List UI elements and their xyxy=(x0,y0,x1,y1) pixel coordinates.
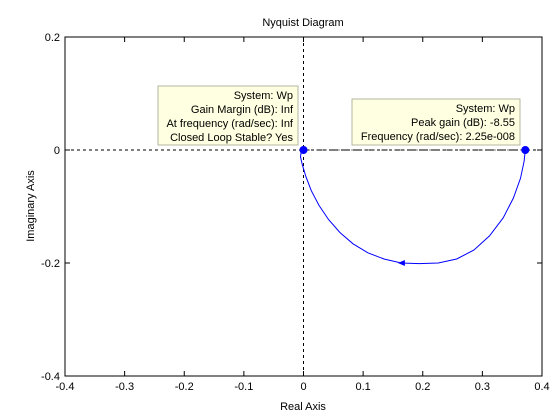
y-tick-label: -0.4 xyxy=(41,371,60,383)
x-tick-label: -0.2 xyxy=(175,381,194,393)
x-tick-label: 0.3 xyxy=(475,381,490,393)
peak-gain-point[interactable] xyxy=(521,146,530,154)
datatip-line: Gain Margin (dB): Inf xyxy=(191,104,294,116)
direction-arrow xyxy=(397,260,405,266)
x-tick-label: 0.1 xyxy=(355,381,370,393)
y-tick-label: 0 xyxy=(54,145,60,157)
datatip-line: Peak gain (dB): -8.55 xyxy=(411,117,515,129)
x-tick-label: -0.3 xyxy=(115,381,134,393)
y-tick-label: -0.2 xyxy=(41,258,60,270)
peak-gain-datatip[interactable]: System: Wp Peak gain (dB): -8.55 Frequen… xyxy=(351,98,521,146)
datatip-box xyxy=(351,98,521,146)
x-tick-label: 0 xyxy=(300,381,306,393)
chart-title: Nyquist Diagram xyxy=(262,17,343,29)
axis-ticks: -0.4 -0.3 -0.2 -0.1 0 0.1 0.2 0.3 0.4 -0.4 -0.2 0 0.… xyxy=(41,32,550,393)
datatip-box xyxy=(157,85,299,146)
x-tick-label: 0.2 xyxy=(415,381,430,393)
datatip-line: At frequency (rad/sec): Inf xyxy=(166,118,293,130)
datatip-line: System: Wp xyxy=(456,103,515,115)
gain-margin-point[interactable] xyxy=(299,146,308,154)
y-axis-label: Imaginary Axis xyxy=(25,170,37,242)
x-tick-label: -0.4 xyxy=(56,381,75,393)
x-axis-label: Real Axis xyxy=(280,401,326,413)
gain-margin-datatip[interactable]: System: Wp Gain Margin (dB): Inf At freq… xyxy=(157,85,299,146)
y-tick-label: 0.2 xyxy=(45,32,60,44)
datatip-line: Frequency (rad/sec): 2.25e-008 xyxy=(361,131,515,143)
x-tick-label: -0.1 xyxy=(234,381,253,393)
datatip-line: System: Wp xyxy=(234,90,293,102)
x-tick-label: 0.4 xyxy=(534,381,549,393)
nyquist-curve xyxy=(299,149,526,265)
markers xyxy=(299,146,530,154)
datatip-line: Closed Loop Stable? Yes xyxy=(170,132,293,144)
